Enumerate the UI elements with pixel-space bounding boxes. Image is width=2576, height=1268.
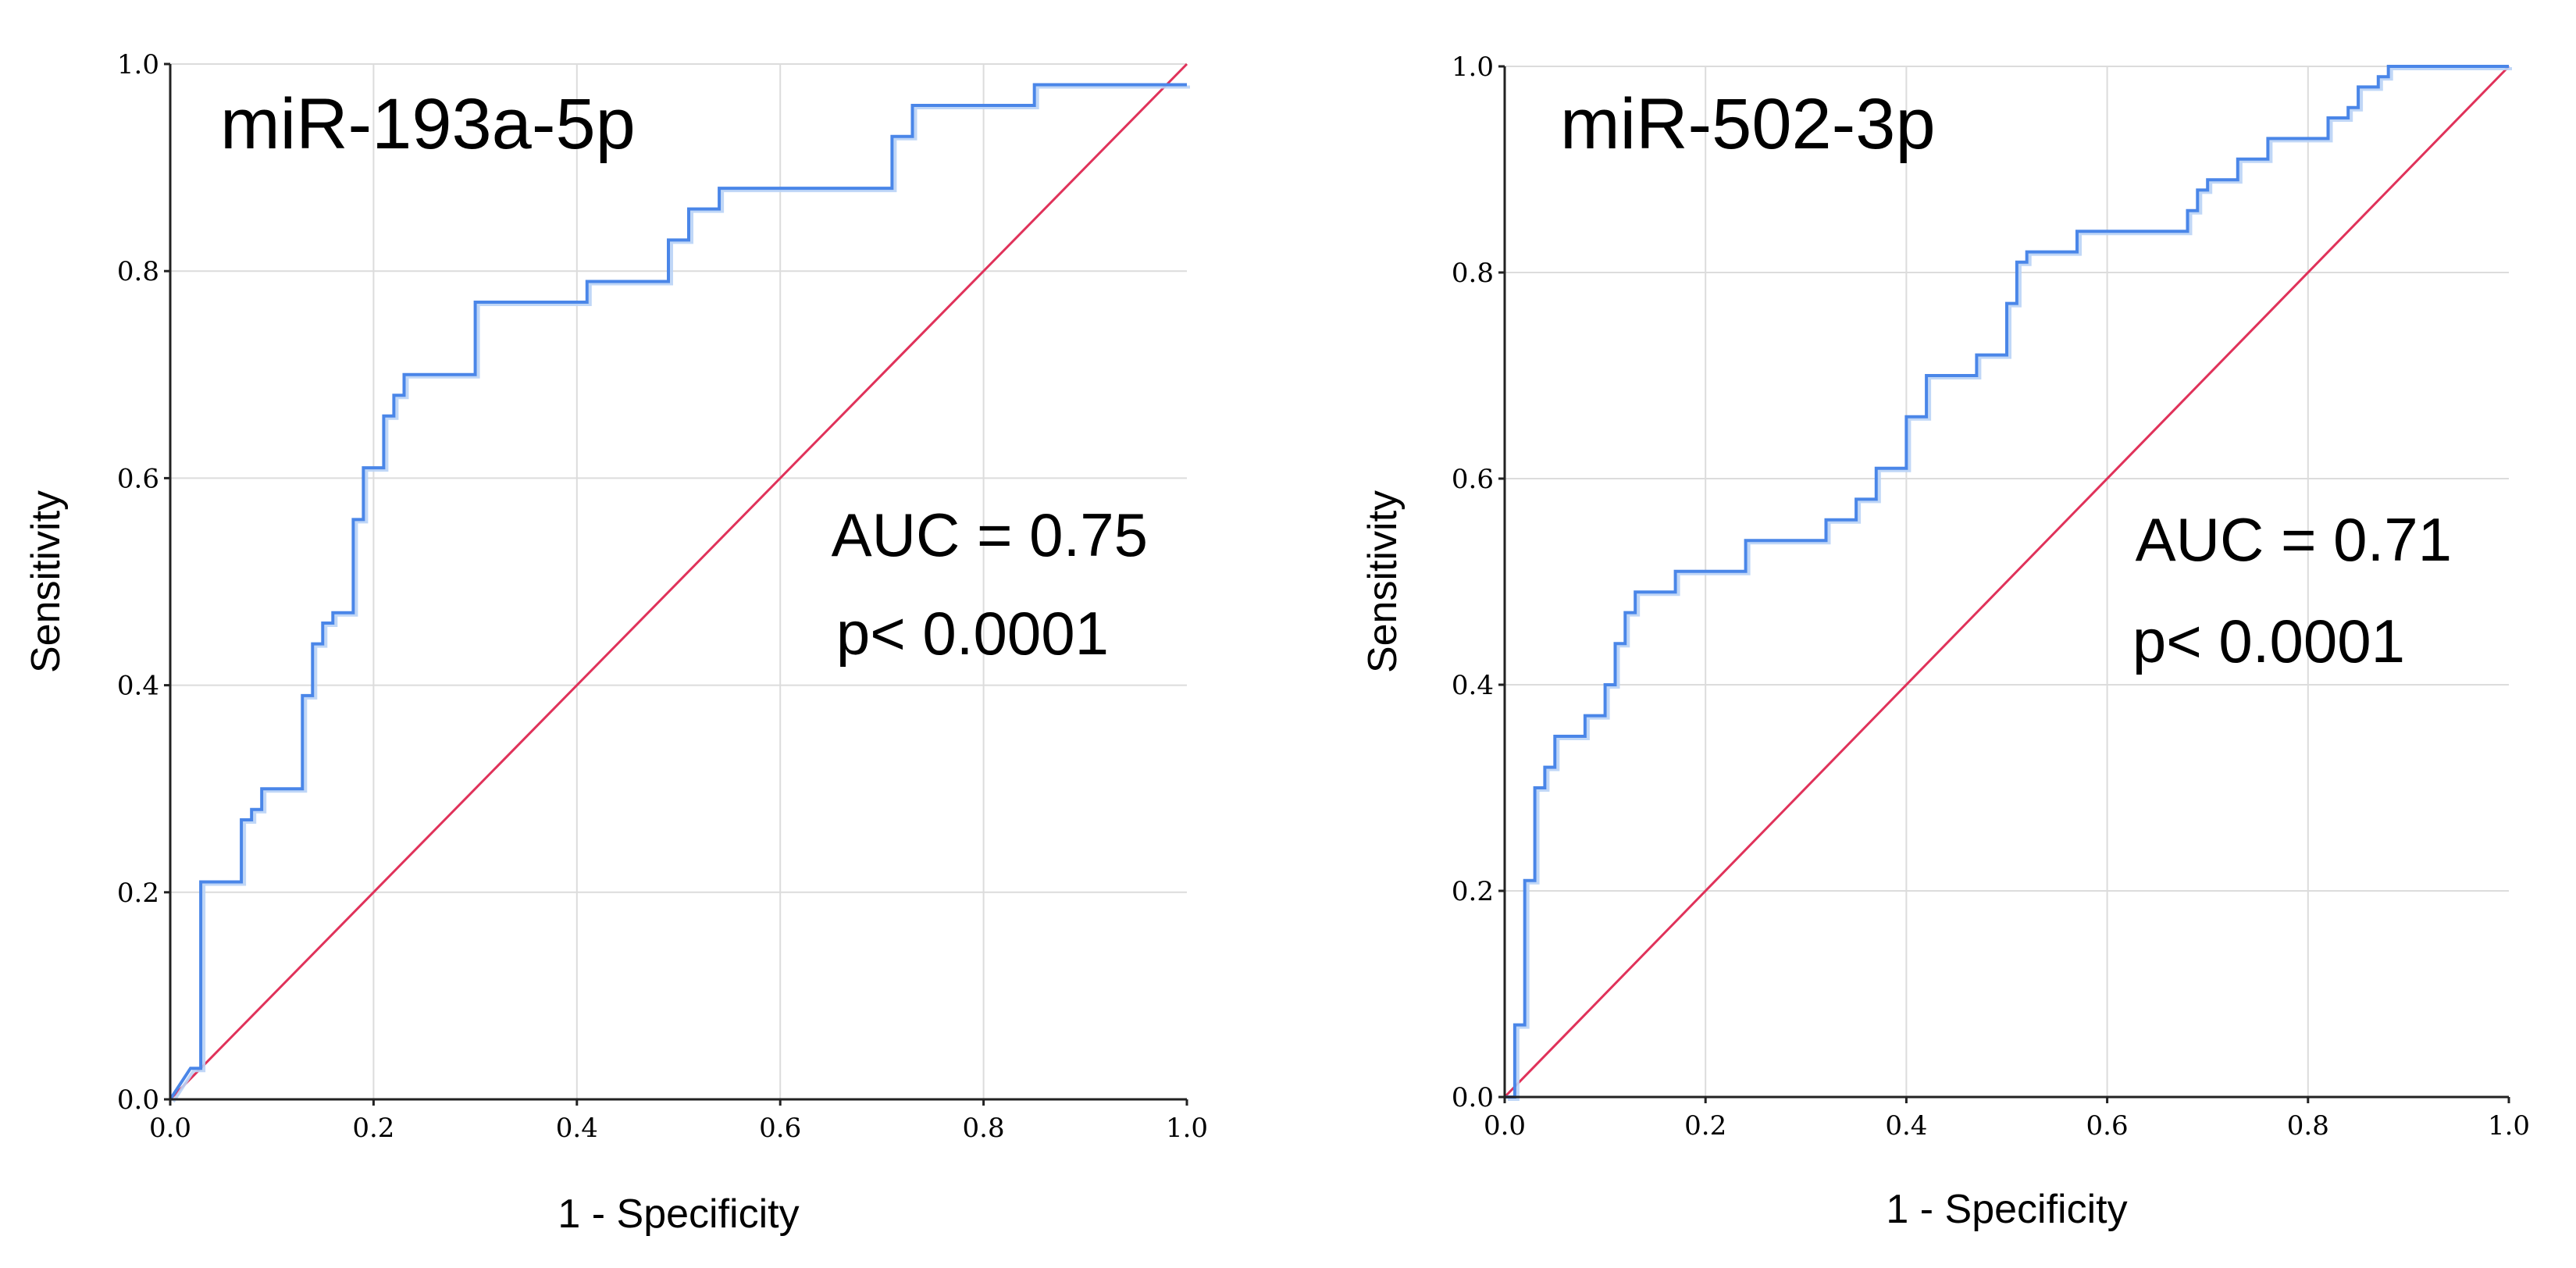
auc-annotation: AUC = 0.71 xyxy=(2136,505,2452,574)
roc-curve-group xyxy=(169,83,1190,1103)
y-tick-label-5: 1.0 xyxy=(1452,52,1494,83)
y-tick-label-0: 0.0 xyxy=(1452,1082,1494,1113)
tick-labels: 0.0 0.2 0.4 0.6 0.8 1.0 0.0 0.2 0.4 0.6 0.8 1.0 xyxy=(117,49,1208,1144)
x-tick-label-4: 0.8 xyxy=(963,1113,1005,1144)
roc-curve-line xyxy=(1505,65,2509,1099)
x-tick-label-5: 1.0 xyxy=(2488,1110,2530,1142)
y-tick-label-1: 0.2 xyxy=(1452,876,1494,907)
auc-annotation: AUC = 0.75 xyxy=(832,500,1148,569)
roc-curve-shadow xyxy=(1508,67,2512,1101)
y-tick-label-0: 0.0 xyxy=(117,1085,159,1116)
x-tick-label-0: 0.0 xyxy=(149,1113,191,1144)
y-tick-label-2: 0.4 xyxy=(1452,670,1494,701)
panel-title: miR-502-3p xyxy=(1560,84,1936,164)
reference-line xyxy=(1503,65,2510,1099)
x-axis-title: 1 - Specificity xyxy=(558,1191,799,1237)
reference-line-group xyxy=(169,62,1188,1101)
y-tick-label-4: 0.8 xyxy=(1452,258,1494,289)
x-tick-label-2: 0.4 xyxy=(1885,1110,1927,1142)
axes xyxy=(1498,65,2510,1103)
roc-curve-shadow xyxy=(172,85,1190,1103)
x-axis-title: 1 - Specificity xyxy=(1886,1187,2127,1232)
gridlines xyxy=(170,63,1187,1099)
y-tick-label-4: 0.8 xyxy=(117,256,159,287)
gridlines xyxy=(1505,66,2509,1097)
x-tick-label-1: 0.2 xyxy=(352,1113,394,1144)
x-tick-label-0: 0.0 xyxy=(1484,1110,1526,1142)
roc-curve-group xyxy=(1505,65,2512,1101)
roc-panel-mir-193a-5p: 0.0 0.2 0.4 0.6 0.8 1.0 0.0 0.2 0.4 0.6 0.8 1.0 miR… xyxy=(23,49,1208,1237)
x-tick-label-4: 0.8 xyxy=(2287,1110,2329,1142)
roc-curve-line xyxy=(169,83,1187,1101)
tick-labels: 0.0 0.2 0.4 0.6 0.8 1.0 0.0 0.2 0.4 0.6 0.8 1.0 xyxy=(1452,52,2530,1142)
roc-panel-mir-502-3p: 0.0 0.2 0.4 0.6 0.8 1.0 0.0 0.2 0.4 0.6 0.8 1.0 miR… xyxy=(1360,52,2530,1232)
y-tick-label-2: 0.4 xyxy=(117,671,159,702)
y-axis-title: Sensitivity xyxy=(1360,490,1406,673)
x-tick-label-2: 0.4 xyxy=(556,1113,598,1144)
x-tick-label-5: 1.0 xyxy=(1166,1113,1208,1144)
p-value-annotation: p< 0.0001 xyxy=(2132,607,2405,675)
x-tick-label-3: 0.6 xyxy=(759,1113,801,1144)
axes xyxy=(164,62,1188,1106)
panel-title: miR-193a-5p xyxy=(220,84,636,164)
y-tick-label-1: 0.2 xyxy=(117,878,159,909)
y-tick-label-5: 1.0 xyxy=(117,49,159,80)
y-tick-label-3: 0.6 xyxy=(1452,464,1494,495)
x-tick-label-1: 0.2 xyxy=(1684,1110,1726,1142)
x-tick-label-3: 0.6 xyxy=(2086,1110,2129,1142)
p-value-annotation: p< 0.0001 xyxy=(836,599,1109,668)
y-axis-title: Sensitivity xyxy=(23,490,69,673)
reference-line xyxy=(169,62,1188,1101)
reference-line-group xyxy=(1503,65,2510,1099)
y-tick-label-3: 0.6 xyxy=(117,463,159,494)
